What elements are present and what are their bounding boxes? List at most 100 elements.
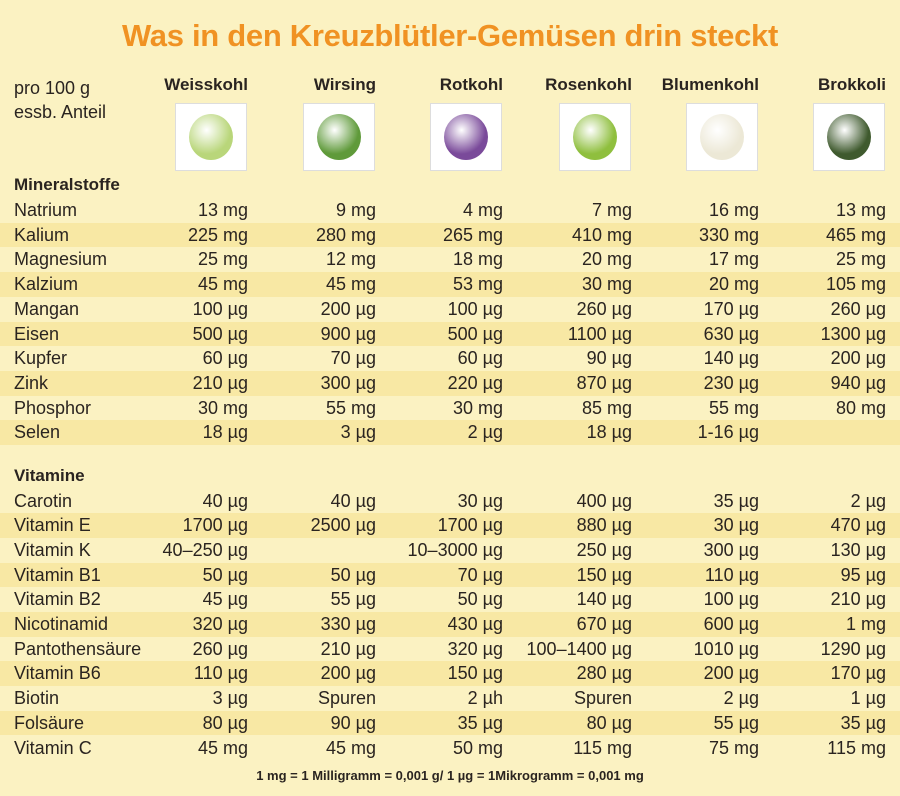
table-cell: 53 mg xyxy=(452,274,503,295)
table-cell: 940 µg xyxy=(830,372,886,393)
table-cell: 330 mg xyxy=(698,224,759,245)
table-cell: 170 µg xyxy=(830,663,886,684)
table-cell: 280 µg xyxy=(576,663,632,684)
table-cell: 45 mg xyxy=(197,274,248,295)
table-row: Folsäure 80 µg 90 µg 35 µg 80 µg 55 µg 35 µg xyxy=(0,710,900,736)
table-cell: 35 µg xyxy=(457,712,503,733)
table-row: Biotin 3 µg Spuren 2 µh Spuren 2 µg 1 µg xyxy=(0,686,900,711)
column-header: Blumenkohl xyxy=(661,75,759,94)
table-cell: 80 mg xyxy=(835,397,886,418)
table-cell: 330 µg xyxy=(320,614,376,634)
page-title: Was in den Kreuzblütler-Gemüsen drin ste… xyxy=(121,18,779,53)
vegetable-image xyxy=(303,103,375,171)
table-cell: 900 µg xyxy=(320,323,376,344)
table-cell: 55 mg xyxy=(325,397,376,418)
row-label: Kupfer xyxy=(14,348,68,369)
row-label: Nicotinamid xyxy=(14,614,109,634)
table-cell: 12 mg xyxy=(325,249,376,270)
table-cell: 30 mg xyxy=(452,397,503,418)
table-cell: 17 mg xyxy=(708,249,759,270)
table-cell: 140 µg xyxy=(703,348,759,369)
table-cell: 50 µg xyxy=(330,564,376,585)
table-cell: 2 µg xyxy=(850,490,886,511)
table-cell: 1 mg xyxy=(845,614,886,634)
table-row: Kupfer 60 µg 70 µg 60 µg 90 µg 140 µg 200 µg xyxy=(0,346,900,371)
table-cell: 30 µg xyxy=(713,515,759,536)
column-header: Brokkoli xyxy=(817,75,886,94)
table-row: Zink 210 µg 300 µg 220 µg 870 µg 230 µg 940 µg xyxy=(0,370,900,396)
row-label: Vitamin E xyxy=(14,515,91,536)
table-cell: 13 mg xyxy=(835,200,886,220)
table-cell: 470 µg xyxy=(830,515,886,536)
row-label: Kalzium xyxy=(14,274,79,295)
table-cell: 500 µg xyxy=(447,323,503,344)
table-cell: 320 µg xyxy=(192,614,248,634)
vegetable-image xyxy=(175,103,247,171)
table-cell: 18 mg xyxy=(452,249,503,270)
table-cell: 10–3000 µg xyxy=(407,539,503,560)
table-cell: 90 µg xyxy=(330,712,376,733)
table-cell: 230 µg xyxy=(703,372,759,393)
vegetable-image xyxy=(813,103,885,171)
table-cell: 3 µg xyxy=(212,688,248,709)
unit-label: pro 100 g essb. Anteil xyxy=(14,76,106,124)
table-row: Vitamin B1 50 µg 50 µg 70 µg 150 µg 110 µg 95 … xyxy=(0,562,900,588)
table-cell: 100–1400 µg xyxy=(526,638,632,659)
table-cell: 1100 µg xyxy=(567,323,632,344)
table-row: Eisen 500 µg 900 µg 500 µg 1100 µg 630 µg 1300… xyxy=(0,321,900,347)
table-cell: 55 µg xyxy=(713,712,759,733)
table-cell: 30 mg xyxy=(197,397,248,418)
vegetable-icon xyxy=(573,114,617,160)
table-cell: 210 µg xyxy=(830,589,886,610)
table-cell: 110 µg xyxy=(704,564,759,585)
table-cell: 35 µg xyxy=(840,712,886,733)
table-cell: 45 mg xyxy=(197,737,248,758)
row-label: Zink xyxy=(14,372,49,393)
table-row: Carotin 40 µg 40 µg 30 µg 400 µg 35 µg 2 µg xyxy=(0,489,900,514)
table-cell: 2 µh xyxy=(467,688,503,709)
table-cell: 150 µg xyxy=(576,564,632,585)
table-cell: 200 µg xyxy=(320,298,376,319)
table-cell: 210 µg xyxy=(320,638,376,659)
table-row: Nicotinamid 320 µg 330 µg 430 µg 670 µg 600 µ… xyxy=(0,612,900,637)
row-label: Folsäure xyxy=(14,712,85,733)
unit-label-line-2: essb. Anteil xyxy=(14,102,107,122)
table-cell: 140 µg xyxy=(576,589,632,610)
table-cell: 410 mg xyxy=(571,224,632,245)
table-cell: 265 mg xyxy=(442,224,503,245)
vegetable-icon xyxy=(444,114,488,160)
table-cell: 300 µg xyxy=(320,372,376,393)
row-label: Eisen xyxy=(14,323,60,344)
table-cell: 18 µg xyxy=(586,422,632,443)
table-cell: 60 µg xyxy=(457,348,503,369)
row-label: Magnesium xyxy=(14,249,108,270)
column-header: Rosenkohl xyxy=(545,75,632,94)
vegetable-icon xyxy=(700,114,744,160)
table-cell: 670 µg xyxy=(576,614,632,634)
column-header: Weisskohl xyxy=(164,75,248,94)
table-cell: 105 mg xyxy=(825,274,886,295)
table-cell: 70 µg xyxy=(457,564,503,585)
table-cell: 110 µg xyxy=(193,663,248,684)
row-label: Mangan xyxy=(14,298,80,319)
table-cell: 260 µg xyxy=(830,298,886,319)
table-cell: 280 mg xyxy=(315,224,376,245)
table-row: Pantothensäure 260 µg 210 µg 320 µg 100–1400… xyxy=(0,637,900,662)
column-header: Wirsing xyxy=(313,75,376,94)
table-cell: 40 µg xyxy=(330,490,376,511)
table-cell: 2 µg xyxy=(467,422,503,443)
table-cell: 20 mg xyxy=(708,274,759,295)
table-row: Vitamin E 1700 µg 2500 µg 1700 µg 880 µg 30 µ… xyxy=(0,513,900,538)
table-cell: 18 µg xyxy=(202,422,248,443)
table-row: Natrium 13 mg 9 mg 4 mg 7 mg 16 mg 13 mg xyxy=(0,198,900,223)
table-cell: 150 µg xyxy=(447,663,503,684)
table-cell: 320 µg xyxy=(447,638,503,659)
table-cell: 1290 µg xyxy=(820,638,886,659)
row-label: Phosphor xyxy=(14,397,92,418)
table-cell: 300 µg xyxy=(703,539,759,560)
table-cell: 45 mg xyxy=(325,274,376,295)
table-row: Kalium 225 mg 280 mg 265 mg 410 mg 330 mg 465 … xyxy=(0,222,900,248)
table-cell: 1700 µg xyxy=(437,515,503,536)
table-cell: 45 µg xyxy=(202,589,248,610)
vegetable-image xyxy=(559,103,631,171)
